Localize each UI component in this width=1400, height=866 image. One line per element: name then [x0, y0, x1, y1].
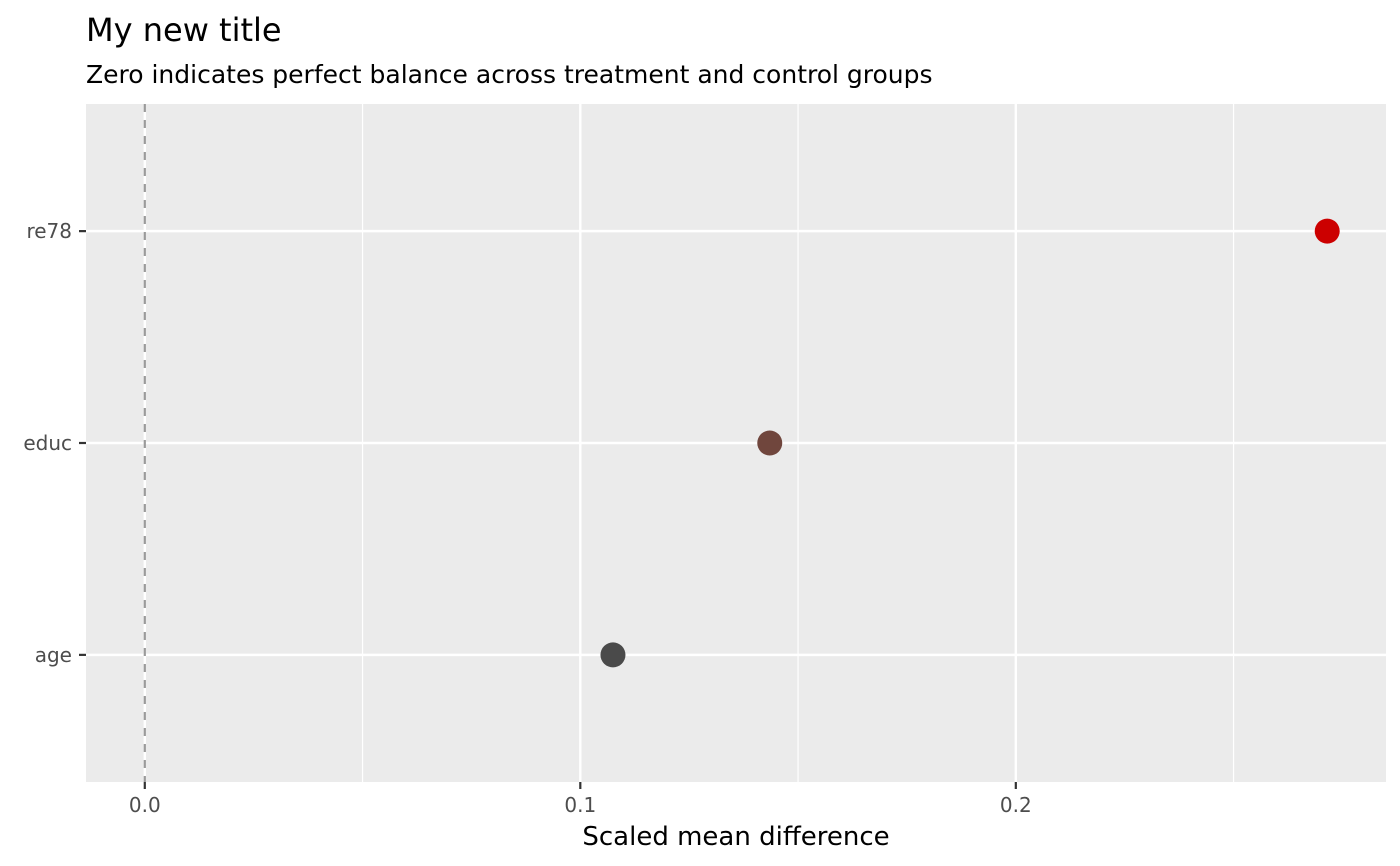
y-tick-label: re78: [26, 219, 72, 243]
x-axis-title: Scaled mean difference: [582, 822, 889, 852]
x-tick-label: 0.0: [129, 793, 161, 817]
x-axis: 0.0 0.1 0.2: [129, 782, 1032, 817]
chart-subtitle: Zero indicates perfect balance across tr…: [86, 60, 933, 89]
data-point-re78: [1314, 218, 1340, 244]
data-point-educ: [757, 430, 783, 456]
chart-title: My new title: [86, 11, 282, 49]
y-tick-label: age: [35, 643, 72, 667]
y-axis: age educ re78: [23, 219, 86, 667]
x-tick-label: 0.2: [1000, 793, 1032, 817]
y-tick-label: educ: [23, 431, 72, 455]
data-points: [600, 218, 1340, 668]
x-tick-label: 0.1: [564, 793, 596, 817]
data-point-age: [600, 642, 626, 668]
